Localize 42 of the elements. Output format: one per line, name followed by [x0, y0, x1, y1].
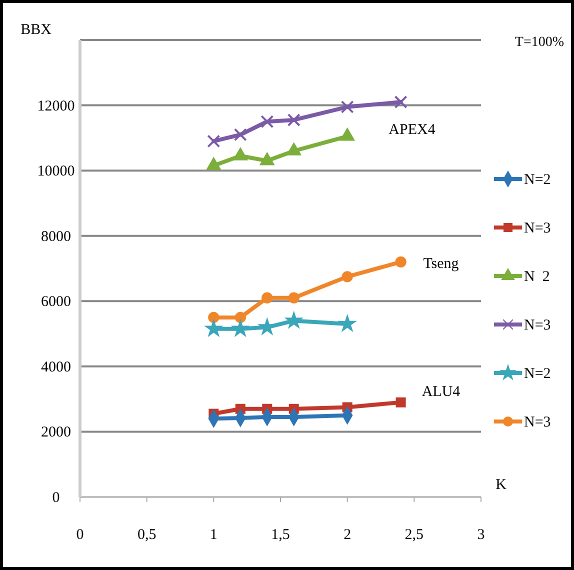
y-tick-label: 12000 — [37, 98, 75, 114]
x-tick-label: 2,5 — [404, 527, 424, 543]
point — [340, 100, 354, 114]
point — [285, 312, 302, 328]
legend-label: N=3 — [524, 414, 551, 430]
y-tick-label: 8000 — [41, 228, 71, 245]
point — [287, 113, 300, 126]
x-tick-label: 1 — [210, 527, 218, 543]
y-tick-label: 2000 — [41, 424, 71, 441]
point — [260, 115, 274, 128]
x-tick-label: 1,5 — [271, 527, 290, 543]
y-axis-title: BBX — [20, 22, 52, 38]
point — [288, 292, 300, 304]
annotation: ALU4 — [422, 384, 461, 400]
point — [208, 312, 220, 324]
annotation: APEX4 — [388, 122, 436, 138]
text: T=100% — [514, 35, 564, 50]
x-axis-title: K — [496, 477, 507, 493]
x-tick-label: 2 — [344, 527, 352, 543]
point — [234, 312, 246, 324]
point — [338, 315, 356, 332]
legend-label: N=3 — [524, 318, 551, 334]
y-tick-label: 6000 — [41, 294, 71, 310]
legend-label: N=2 — [524, 366, 551, 382]
y-tick-label: 0 — [52, 490, 60, 506]
point — [395, 256, 406, 268]
x-tick-label: 0,5 — [137, 527, 156, 543]
point — [232, 320, 249, 336]
y-tick-label: 4000 — [41, 359, 71, 376]
point — [342, 271, 353, 282]
legend-label: N=2 — [524, 172, 551, 188]
point — [205, 320, 222, 336]
y-tick-label: 10000 — [37, 164, 75, 180]
legend-label: N=3 — [524, 220, 551, 236]
x-tick-label: 3 — [477, 527, 485, 543]
legend-label: N 2 — [524, 269, 550, 285]
point — [396, 397, 406, 408]
point — [394, 96, 408, 109]
point — [262, 292, 273, 304]
point — [207, 134, 220, 148]
point — [234, 128, 247, 142]
annotation: Tseng — [423, 256, 460, 272]
